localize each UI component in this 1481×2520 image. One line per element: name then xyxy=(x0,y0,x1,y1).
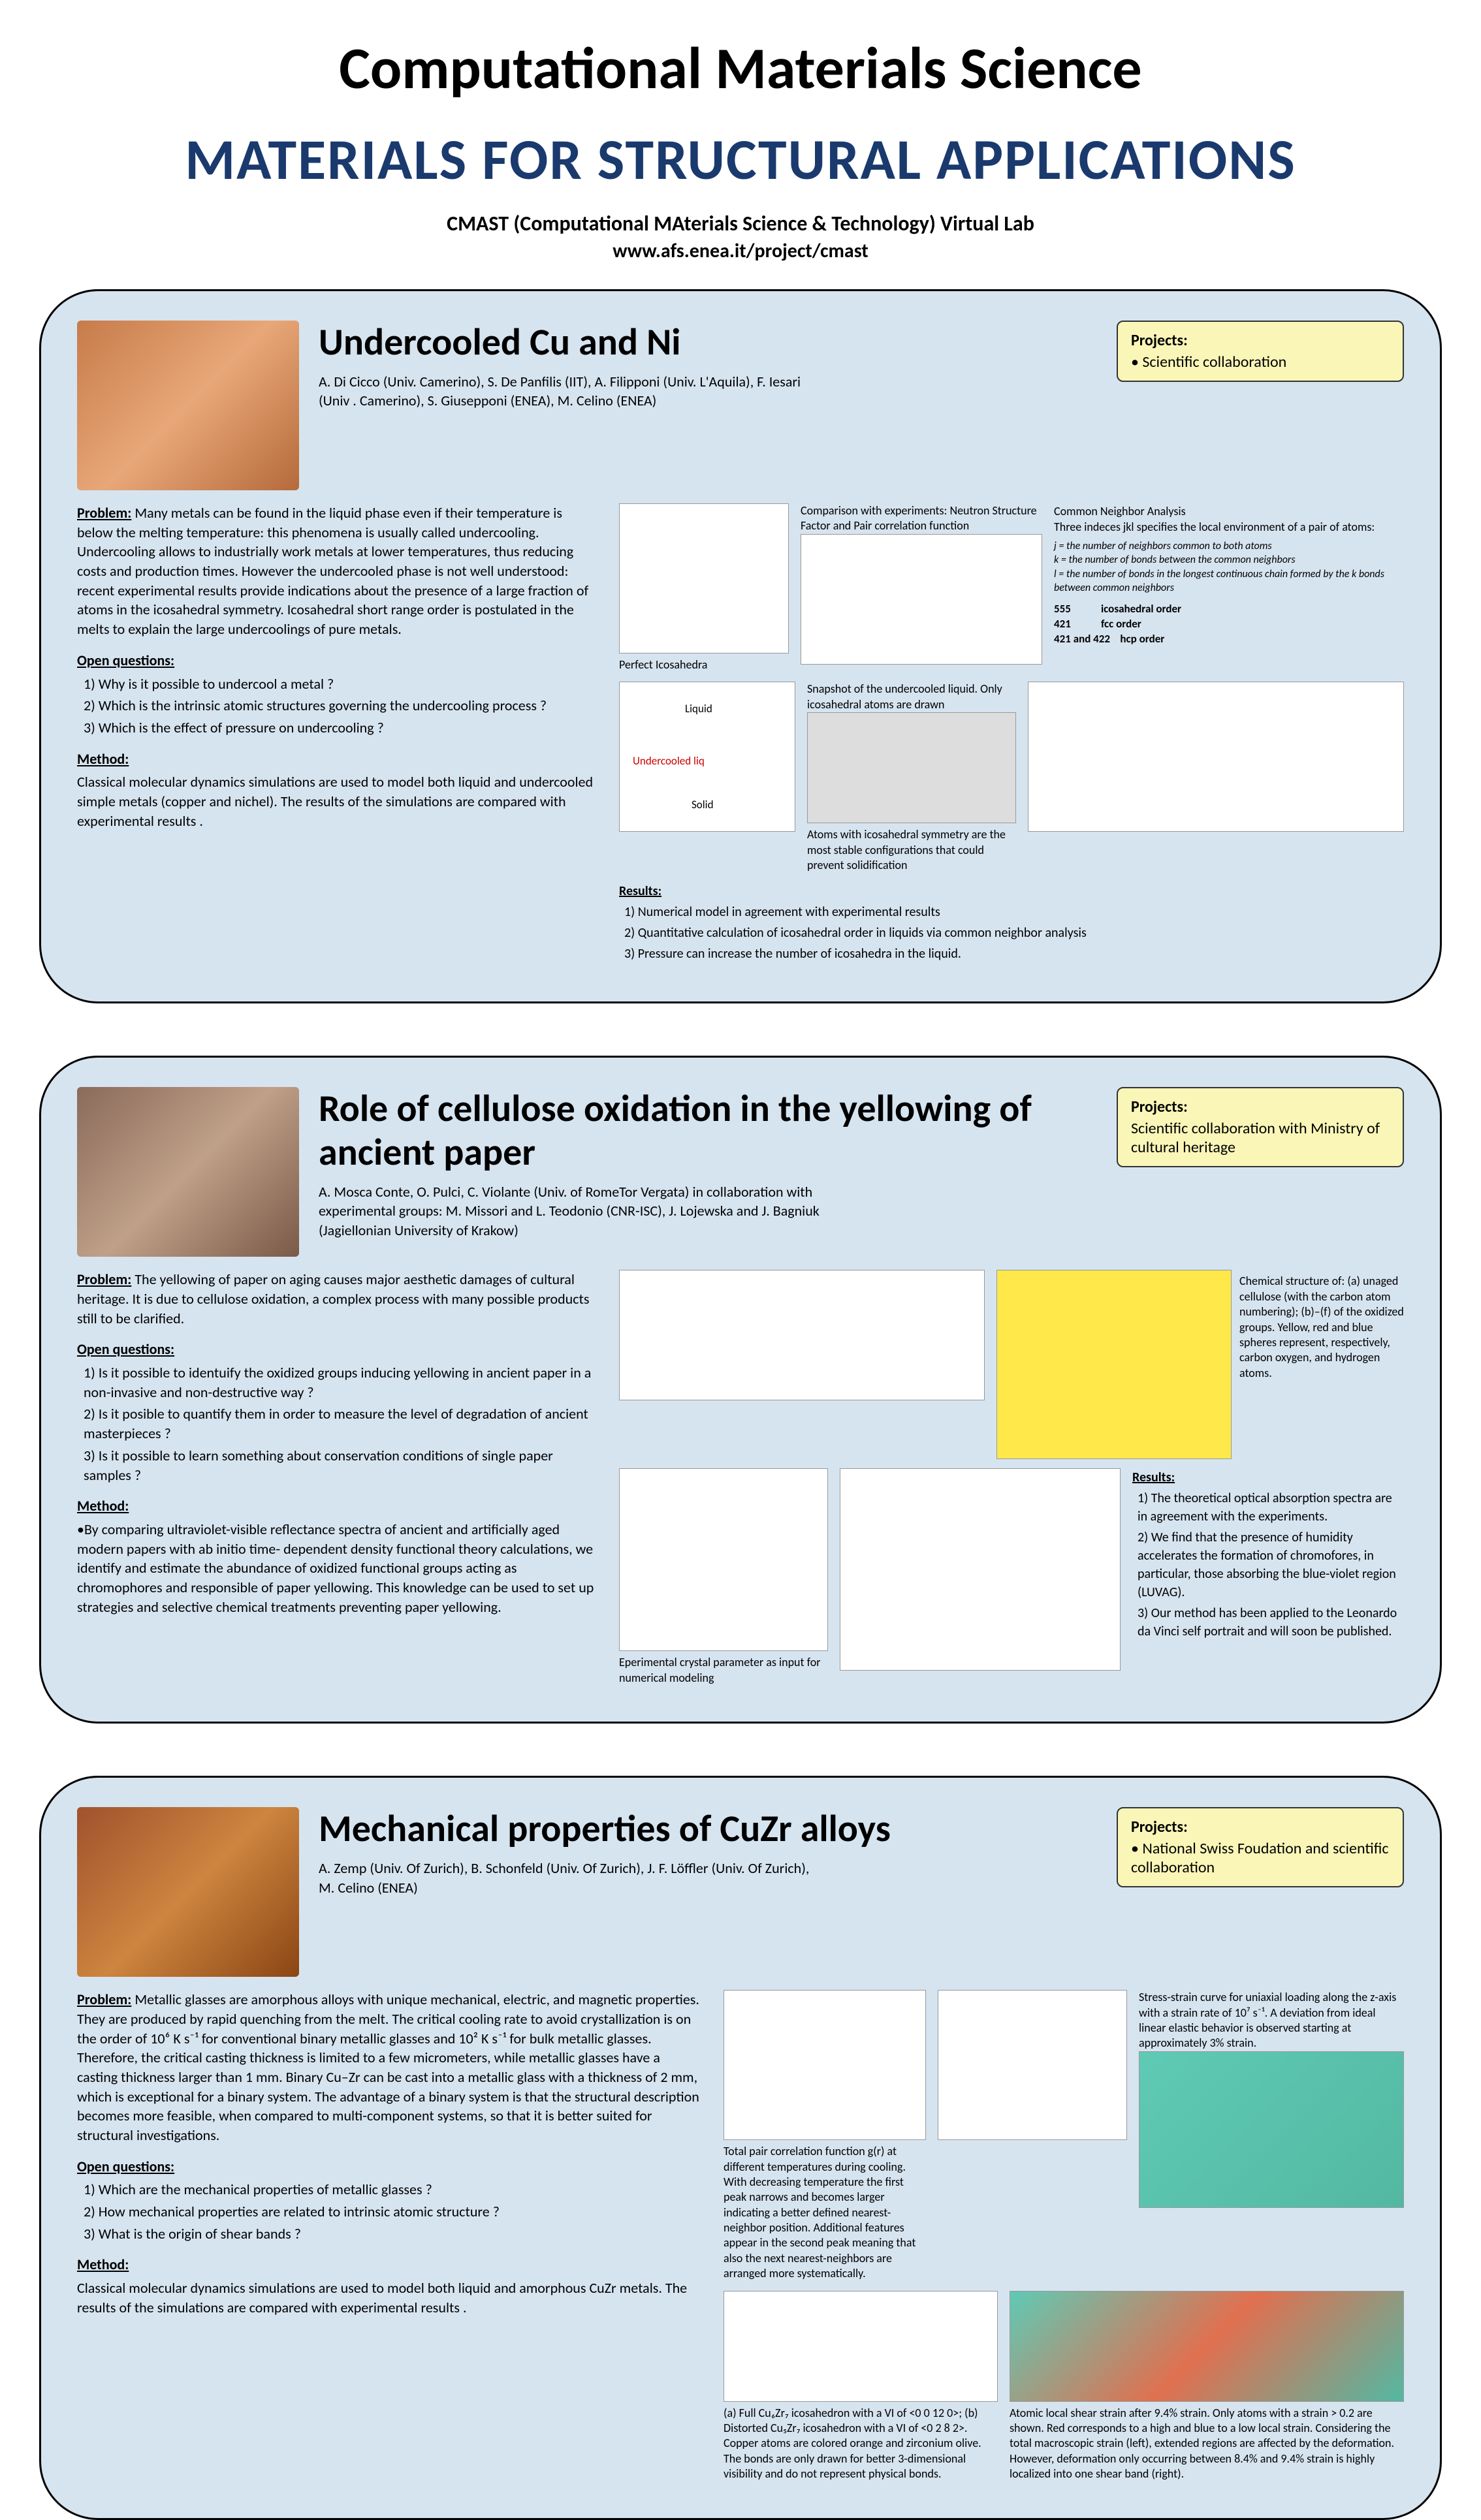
caption: Eperimental crystal parameter as input f… xyxy=(619,1655,828,1686)
open-questions-label: Open questions: xyxy=(77,2157,704,2177)
figure: Liquid Undercooled liq Solid xyxy=(619,682,795,832)
open-questions-label: Open questions: xyxy=(77,1340,599,1359)
projects-label: Projects: xyxy=(1131,331,1390,350)
results-label: Results: xyxy=(619,882,1404,900)
figure xyxy=(619,1270,985,1400)
right-column: Perfect Icosahedra Comparison with exper… xyxy=(619,503,1404,966)
caption: Total pair correlation function g(r) at … xyxy=(724,2144,926,2282)
results: Results: 1) Numerical model in agreement… xyxy=(619,882,1404,963)
figure xyxy=(1028,682,1404,832)
panel-title: Undercooled Cu and Ni xyxy=(319,321,1097,364)
results: Results: 1) The theoretical optical abso… xyxy=(1132,1468,1404,1686)
result: 2) We find that the presence of humidity… xyxy=(1138,1528,1404,1601)
figure xyxy=(724,2291,998,2402)
question: 2) Which is the intrinsic atomic structu… xyxy=(84,696,599,716)
figure xyxy=(840,1468,1121,1671)
sub-title: MATERIALS FOR STRUCTURAL APPLICATIONS xyxy=(39,124,1442,195)
result: 3) Pressure can increase the number of i… xyxy=(624,945,1404,963)
question: 1) Is it possible to identuify the oxidi… xyxy=(84,1363,599,1402)
panel-cellulose: Role of cellulose oxidation in the yello… xyxy=(39,1056,1442,1724)
panel-title: Role of cellulose oxidation in the yello… xyxy=(319,1087,1097,1174)
panel-image xyxy=(77,321,299,490)
result: 2) Quantitative calculation of icosahedr… xyxy=(624,924,1404,942)
method-text: Classical molecular dynamics simulations… xyxy=(77,772,599,830)
caption: Atomic local shear strain after 9.4% str… xyxy=(1010,2406,1404,2482)
figure xyxy=(619,503,789,654)
caption: Snapshot of the undercooled liquid. Only… xyxy=(807,682,1016,712)
panel-cu-ni: Undercooled Cu and Ni A. Di Cicco (Univ.… xyxy=(39,289,1442,1003)
figure xyxy=(996,1270,1232,1459)
panel-authors: A. Di Cicco (Univ. Camerino), S. De Panf… xyxy=(319,372,828,411)
lab-url: www.afs.enea.it/project/cmast xyxy=(39,239,1442,263)
caption: j = the number of neighbors common to bo… xyxy=(1054,539,1404,595)
projects-box: Projects: Scientific collaboration with … xyxy=(1117,1087,1404,1167)
main-title: Computational Materials Science xyxy=(39,33,1442,104)
result: 1) The theoretical optical absorption sp… xyxy=(1138,1489,1404,1526)
caption: Perfect Icosahedra xyxy=(619,657,789,672)
question: 3) Is it possible to learn something abo… xyxy=(84,1446,599,1485)
caption: Chemical structure of: (a) unaged cellul… xyxy=(1239,1274,1404,1459)
caption: Common Neighbor Analysis Three indeces j… xyxy=(1054,503,1404,535)
method-label: Method: xyxy=(77,2255,704,2275)
panel-image xyxy=(77,1807,299,1977)
question: 2) How mechanical properties are related… xyxy=(84,2202,704,2222)
panel-authors: A. Zemp (Univ. Of Zurich), B. Schonfeld … xyxy=(319,1859,828,1897)
projects-text: Scientific collaboration with Ministry o… xyxy=(1131,1119,1380,1157)
panel-cuzr: Mechanical properties of CuZr alloys A. … xyxy=(39,1776,1442,2519)
right-column: Chemical structure of: (a) unaged cellul… xyxy=(619,1270,1404,1686)
open-questions-label: Open questions: xyxy=(77,651,599,670)
method-text: Classical molecular dynamics simulations… xyxy=(77,2278,704,2317)
question: 3) What is the origin of shear bands ? xyxy=(84,2224,704,2244)
projects-label: Projects: xyxy=(1131,1097,1390,1116)
left-column: Problem: The yellowing of paper on aging… xyxy=(77,1270,599,1686)
projects-text: • National Swiss Foudation and scientifi… xyxy=(1131,1839,1389,1877)
method-label: Method: xyxy=(77,1496,599,1516)
caption: (a) Full Cu₆Zr₇ icosahedron with a VI of… xyxy=(724,2406,998,2482)
results-label: Results: xyxy=(1132,1468,1404,1487)
projects-box: Projects: • National Swiss Foudation and… xyxy=(1117,1807,1404,1887)
lab-name: CMAST (Computational MAterials Science &… xyxy=(39,211,1442,236)
right-column: Total pair correlation function g(r) at … xyxy=(724,1990,1404,2481)
figure xyxy=(724,1990,926,2140)
question: 3) Which is the effect of pressure on un… xyxy=(84,718,599,738)
panel-image xyxy=(77,1087,299,1257)
figure xyxy=(1139,2051,1404,2208)
figure xyxy=(1010,2291,1404,2402)
caption: Atoms with icosahedral symmetry are the … xyxy=(807,827,1016,873)
panel-title: Mechanical properties of CuZr alloys xyxy=(319,1807,1097,1851)
method-label: Method: xyxy=(77,749,599,769)
caption: Stress-strain curve for uniaxial loading… xyxy=(1139,1990,1404,2051)
figure xyxy=(619,1468,828,1651)
left-column: Problem: Metallic glasses are amorphous … xyxy=(77,1990,704,2481)
caption: Comparison with experiments: Neutron Str… xyxy=(801,503,1042,534)
caption: 555 icosahedral order 421 fcc order 421 … xyxy=(1054,602,1404,647)
result: 3) Our method has been applied to the Le… xyxy=(1138,1604,1404,1641)
figure xyxy=(807,712,1016,823)
method-text: •By comparing ultraviolet-visible reflec… xyxy=(77,1520,599,1616)
question: 2) Is it posible to quantify them in ord… xyxy=(84,1404,599,1443)
figure xyxy=(938,1990,1127,2140)
question: 1) Which are the mechanical properties o… xyxy=(84,2180,704,2199)
panel-authors: A. Mosca Conte, O. Pulci, C. Violante (U… xyxy=(319,1182,828,1240)
projects-label: Projects: xyxy=(1131,1818,1390,1836)
question: 1) Why is it possible to undercool a met… xyxy=(84,674,599,694)
projects-box: Projects: • Scientific collaboration xyxy=(1117,321,1404,382)
left-column: Problem: Many metals can be found in the… xyxy=(77,503,599,966)
projects-text: • Scientific collaboration xyxy=(1131,353,1286,371)
result: 1) Numerical model in agreement with exp… xyxy=(624,903,1404,921)
figure xyxy=(801,534,1042,665)
